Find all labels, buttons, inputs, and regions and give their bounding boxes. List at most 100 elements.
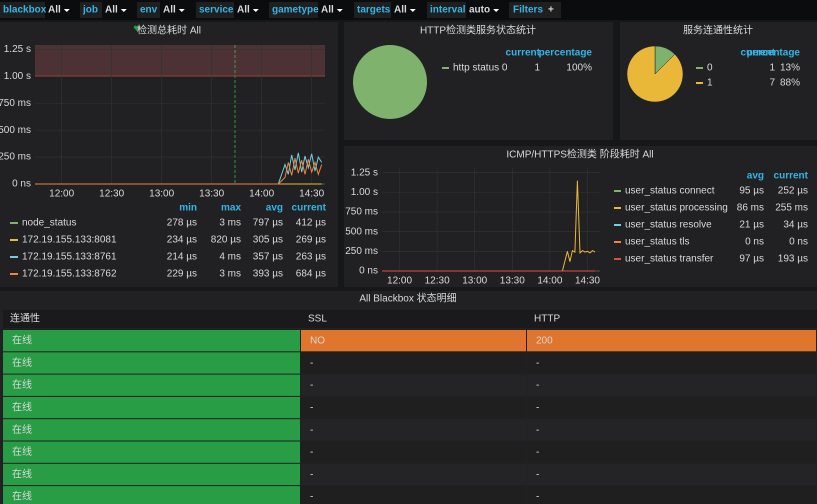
legend-header: current — [506, 48, 541, 59]
legend-percentage: 100% — [566, 63, 592, 74]
table-cell-text: - — [536, 358, 539, 369]
dropdown-caret — [336, 9, 343, 12]
table-cell-text: 在线 — [12, 334, 32, 347]
table-cell-text: 200 — [536, 336, 553, 347]
legend-name[interactable]: user_status processing — [625, 203, 728, 214]
variable-label: targets — [357, 5, 391, 16]
add-filter[interactable]: + — [548, 5, 554, 16]
x-tick-label: 13:30 — [199, 189, 224, 200]
legend-value: 263 µs — [296, 252, 326, 263]
threshold-area — [35, 45, 325, 77]
legend-header: avg — [747, 171, 764, 182]
filters-box — [509, 2, 561, 18]
legend-value: 97 µs — [739, 254, 764, 265]
legend-name[interactable]: 1 — [707, 78, 713, 89]
table-cell — [301, 330, 526, 352]
variable-label: service — [199, 5, 234, 16]
x-tick-label: 13:00 — [149, 189, 174, 200]
legend-value: 684 µs — [296, 269, 326, 280]
table-cell-text: - — [310, 469, 313, 480]
dropdown-caret — [493, 9, 500, 12]
variable-label: blackbox — [3, 5, 47, 16]
variable-label-box — [427, 2, 466, 18]
legend-percentage: 88% — [780, 78, 800, 89]
table-cell-text: 在线 — [12, 423, 32, 436]
variable-value[interactable]: All — [321, 5, 334, 16]
variable-label-box — [354, 2, 391, 18]
legend-value: 95 µs — [739, 186, 764, 197]
table-cell — [3, 441, 300, 463]
y-tick-label: 750 ms — [0, 98, 31, 109]
table-cell — [527, 374, 816, 396]
variable-label: env — [140, 5, 158, 16]
table-header-bg — [3, 310, 817, 328]
table-cell — [3, 419, 300, 441]
variable-label-box — [80, 2, 102, 18]
legend-header: min — [179, 203, 197, 214]
legend-value: 269 µs — [296, 235, 326, 246]
legend-value: 214 µs — [167, 252, 197, 263]
legend-value: 234 µs — [167, 235, 197, 246]
y-tick-label: 500 ms — [0, 125, 31, 136]
table-cell — [3, 396, 300, 419]
table-cell — [301, 374, 526, 396]
legend-value: 393 µs — [253, 269, 283, 280]
table-cell-text: - — [536, 492, 539, 503]
legend-value: 229 µs — [167, 269, 197, 280]
table-cell-text: - — [536, 425, 539, 436]
y-tick-label: 750 ms — [345, 207, 378, 218]
y-tick-label: 1.25 s — [4, 44, 31, 55]
legend-name[interactable]: 172.19.155.133:8762 — [22, 269, 117, 280]
legend-header: current — [741, 48, 776, 59]
variable-value[interactable]: auto — [469, 5, 490, 16]
legend-name[interactable]: node_status — [22, 218, 77, 229]
table-cell — [3, 374, 300, 396]
table-cell-text: - — [536, 469, 539, 480]
pie-slice — [353, 45, 427, 119]
legend-name[interactable]: 172.19.155.133:8761 — [22, 252, 117, 263]
variable-label-box — [269, 2, 318, 18]
variable-label-box — [196, 2, 234, 18]
heart-icon — [133, 25, 141, 31]
table-header[interactable]: 连通性 — [10, 312, 40, 325]
variable-value[interactable]: All — [394, 5, 407, 16]
variable-value[interactable]: All — [48, 5, 61, 16]
variable-label-box — [137, 2, 160, 18]
y-tick-label: 0 ns — [359, 266, 378, 277]
legend-header: percentage — [747, 48, 801, 59]
legend-name[interactable]: http status 0 — [453, 63, 508, 74]
legend-value: 412 µs — [296, 218, 326, 229]
table-cell-text: - — [536, 403, 539, 414]
variable-label: job — [82, 5, 98, 16]
variable-value[interactable]: All — [237, 5, 250, 16]
legend-name[interactable]: user_status transfer — [625, 254, 714, 265]
legend-name[interactable]: user_status resolve — [625, 220, 712, 231]
panel — [0, 22, 338, 287]
legend-name[interactable]: user_status connect — [625, 186, 715, 197]
table-cell-text: - — [310, 380, 313, 391]
table-header[interactable]: HTTP — [534, 314, 560, 325]
panel-title: All Blackbox 状态明细 — [359, 292, 456, 305]
legend-header: max — [221, 203, 241, 214]
legend-value: 0 ns — [789, 237, 808, 248]
table-cell-text: 在线 — [12, 401, 32, 414]
variable-value[interactable]: All — [163, 5, 176, 16]
variable-value[interactable]: All — [105, 5, 118, 16]
table-header[interactable]: SSL — [308, 314, 327, 325]
legend-value: 357 µs — [253, 252, 283, 263]
table-cell-text: NO — [310, 336, 325, 347]
x-tick-label: 12:30 — [425, 276, 450, 287]
panel — [344, 146, 817, 287]
filters-label: Filters — [513, 5, 543, 16]
table-cell-text: 在线 — [12, 445, 32, 458]
legend-name[interactable]: 172.19.155.133:8081 — [22, 235, 117, 246]
table-cell-text: 在线 — [12, 356, 32, 369]
x-tick-label: 12:00 — [387, 276, 412, 287]
legend-name[interactable]: 0 — [707, 63, 713, 74]
variable-label: interval — [430, 5, 466, 16]
legend-value: 1 — [769, 63, 775, 74]
legend-name[interactable]: user_status tls — [625, 237, 689, 248]
dropdown-caret — [120, 9, 127, 12]
legend-value: 3 ms — [219, 269, 241, 280]
